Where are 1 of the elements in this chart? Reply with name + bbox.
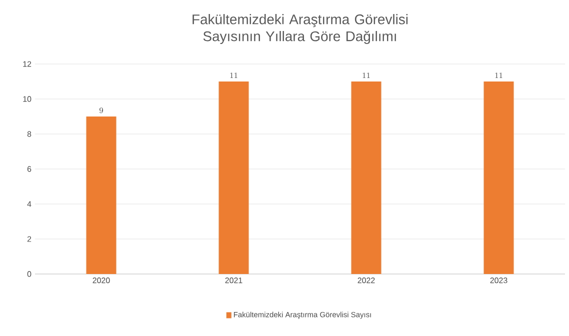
- chart-title: Fakültemizdeki Araştırma Görevlisi Sayısının Yıllara Göre Dağılımı: [192, 14, 408, 44]
